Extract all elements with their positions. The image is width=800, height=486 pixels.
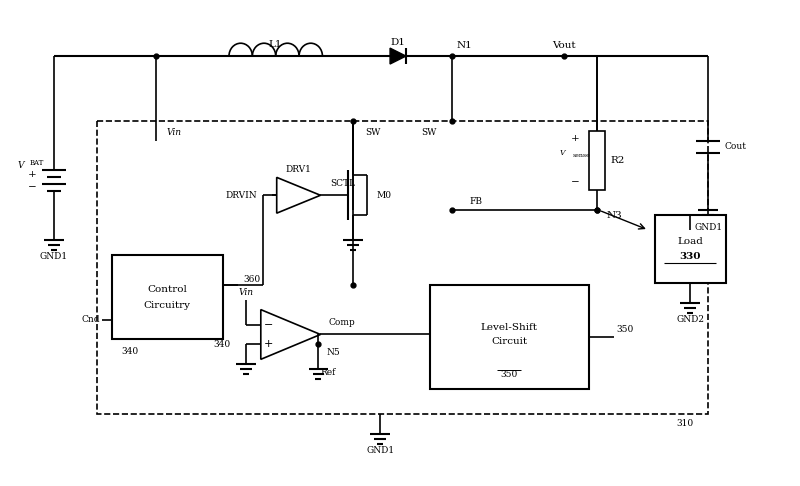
Text: L1: L1 — [269, 40, 282, 49]
Text: Circuit: Circuit — [491, 337, 527, 347]
Text: M0: M0 — [376, 191, 391, 200]
Text: SCTL: SCTL — [330, 179, 355, 188]
Bar — [654, 215, 726, 283]
Text: Cout: Cout — [724, 142, 746, 151]
Text: Level-Shift: Level-Shift — [481, 323, 538, 331]
Text: R2: R2 — [610, 156, 625, 165]
Text: Load: Load — [678, 237, 703, 245]
Text: GND2: GND2 — [676, 315, 704, 324]
Text: 340: 340 — [122, 347, 138, 356]
Text: Vin: Vin — [166, 128, 182, 137]
Text: Vin: Vin — [238, 288, 254, 297]
Text: −: − — [28, 183, 37, 192]
Text: Circuitry: Circuitry — [144, 301, 191, 310]
Text: SW: SW — [422, 128, 437, 137]
Text: BAT: BAT — [30, 159, 45, 168]
Text: 360: 360 — [243, 275, 260, 284]
Text: GND1: GND1 — [694, 223, 722, 232]
Text: Comp: Comp — [329, 318, 355, 327]
Text: V: V — [559, 149, 565, 156]
Text: 340: 340 — [214, 340, 231, 349]
Text: sense: sense — [573, 153, 590, 158]
Text: D1: D1 — [390, 37, 406, 47]
Text: Cnd: Cnd — [82, 315, 100, 324]
Text: GND1: GND1 — [40, 252, 68, 261]
Text: FB: FB — [470, 197, 482, 206]
Text: +: + — [264, 339, 274, 349]
Text: DRVIN: DRVIN — [225, 191, 257, 200]
Bar — [97, 121, 708, 414]
Text: −: − — [264, 319, 274, 330]
Bar — [430, 285, 589, 389]
Bar — [589, 131, 605, 191]
Text: +: + — [570, 134, 579, 143]
Text: DRV1: DRV1 — [286, 165, 311, 174]
Text: 330: 330 — [679, 252, 701, 261]
Text: Vout: Vout — [552, 41, 576, 50]
Text: 310: 310 — [676, 419, 694, 429]
Text: N3: N3 — [607, 210, 622, 220]
Text: 350: 350 — [617, 325, 634, 333]
Text: N1: N1 — [457, 41, 473, 50]
Text: SW: SW — [366, 128, 381, 137]
Text: V: V — [18, 161, 24, 170]
Text: 350: 350 — [501, 370, 518, 379]
Text: GND1: GND1 — [366, 446, 394, 455]
Bar — [112, 255, 223, 339]
Text: Control: Control — [147, 285, 187, 294]
Polygon shape — [390, 48, 406, 64]
Text: +: + — [28, 170, 37, 179]
Text: −: − — [570, 178, 579, 187]
Text: N5: N5 — [326, 348, 340, 357]
Text: Ref: Ref — [321, 368, 336, 377]
